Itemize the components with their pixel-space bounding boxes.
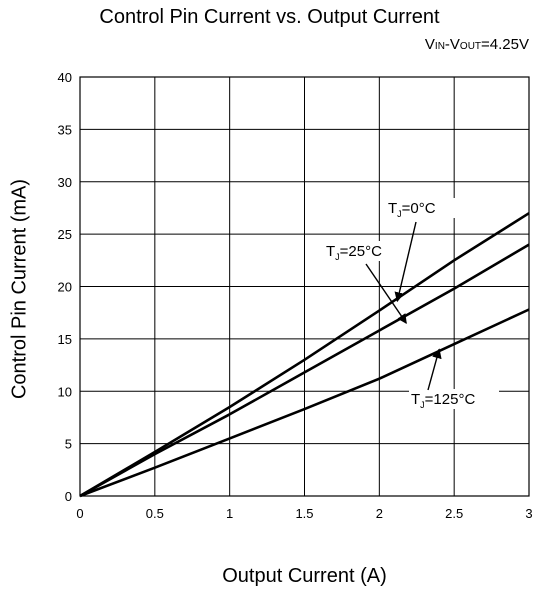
y-tick-label: 5 — [65, 437, 72, 452]
x-tick-label: 0.5 — [146, 506, 164, 521]
y-tick-label: 20 — [58, 280, 72, 295]
series-line-0 — [79, 212, 530, 498]
plot-frame — [79, 76, 530, 497]
y-tick-label: 0 — [65, 489, 72, 504]
y-axis-label: Control Pin Current (mA) — [8, 178, 31, 400]
annotation-bg-2 — [409, 389, 499, 409]
annotation-bg-0 — [386, 198, 456, 218]
y-tick-label: 25 — [58, 227, 72, 242]
y-tick-label: 30 — [58, 175, 72, 190]
series-label-2: TJ=125°C — [411, 391, 475, 410]
grid — [79, 76, 530, 497]
cond-sub-in: IN — [434, 41, 445, 52]
chart-title: Control Pin Current vs. Output Current — [99, 6, 440, 28]
cond-value: =4.25V — [481, 36, 529, 53]
y-tick-label: 15 — [58, 332, 72, 347]
series-label-1: TJ=25°C — [326, 243, 382, 262]
curves — [79, 212, 530, 498]
x-tick-label: 3 — [525, 506, 532, 521]
test-condition: VIN-VOUT=4.25V — [425, 36, 529, 53]
series-line-2 — [79, 308, 530, 498]
x-tick-label: 1.5 — [295, 506, 313, 521]
x-tick-label: 0 — [76, 506, 83, 521]
x-tick-label: 1 — [226, 506, 233, 521]
annotations: TJ=0°C TJ=25°C TJ=125°C — [324, 198, 499, 410]
y-tick-label: 40 — [58, 70, 72, 85]
x-tick-label: 2.5 — [445, 506, 463, 521]
annotation-arrow-1 — [365, 263, 407, 324]
annotation-bg-1 — [324, 241, 402, 261]
y-tick-label: 35 — [58, 122, 72, 137]
y-tick-label: 10 — [58, 384, 72, 399]
cond-sub-out: OUT — [459, 41, 482, 52]
cond-v1: V — [424, 36, 435, 53]
series-label-0: TJ=0°C — [388, 200, 436, 219]
x-axis-label: Output Current (A) — [222, 565, 387, 587]
series-line-1 — [79, 243, 530, 498]
annotation-arrow-0 — [394, 221, 417, 303]
x-tick-label: 2 — [376, 506, 383, 521]
cond-dash: -V — [444, 36, 460, 53]
annotation-arrow-2 — [427, 348, 442, 391]
